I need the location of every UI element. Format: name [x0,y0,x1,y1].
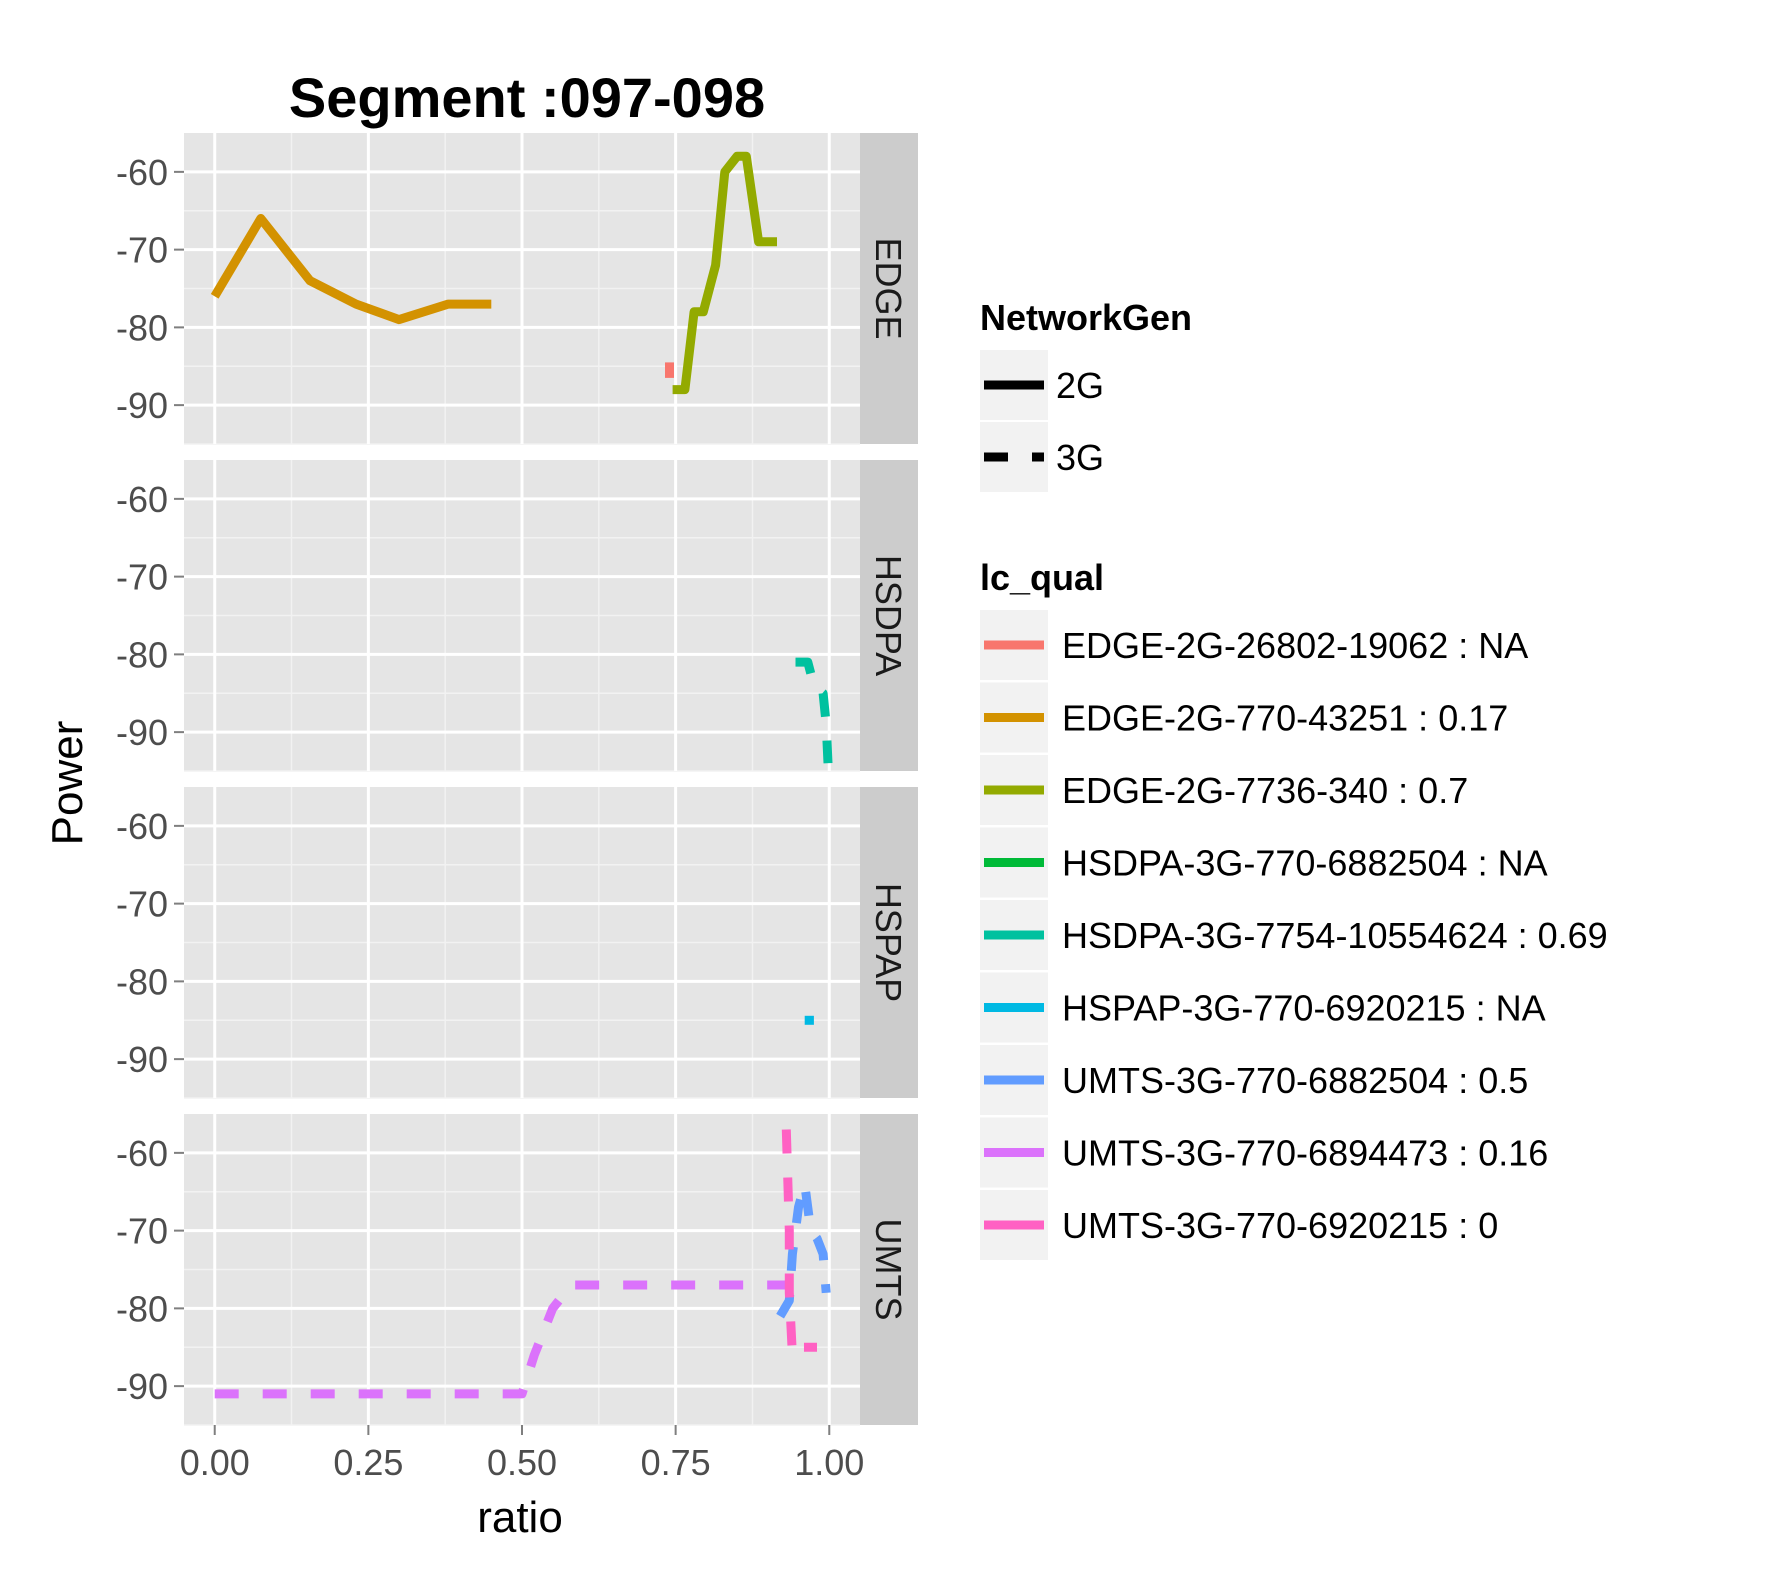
facet-panels: -60-70-80-90EDGE-60-70-80-90HSDPA-60-70-… [116,133,918,1426]
legend-networkgen: NetworkGen 2G 3G [980,297,1192,492]
y-tick-label: -80 [116,307,168,348]
legend-label: EDGE-2G-7736-340 : 0.7 [1062,770,1468,811]
series-line-umts-3g-770-6920215-0 [781,1129,817,1360]
legend-label: UMTS-3G-770-6920215 : 0 [1062,1205,1498,1246]
chart-title: Segment :097-098 [289,66,765,129]
x-axis: 0.00 0.25 0.50 0.75 1.00 [180,1425,864,1483]
facet-strip [860,1114,918,1425]
facet-strip [860,460,918,771]
panel-umts: -60 -70 -80 -90 UMTS [116,1114,918,1426]
legends: NetworkGen 2G 3G lc_qual EDGE-2G-26802-19062… [980,297,1608,1260]
series-line-hsdpa-3g-7754-10554624-0-69 [795,657,833,764]
legend-item-umts-3g-770-6882504-0-5: UMTS-3G-770-6882504 : 0.5 [980,1045,1528,1115]
y-tick-label: -70 [116,230,168,271]
y-tick-label: -80 [116,634,168,675]
y-tick-label: -60 [116,152,168,193]
x-tick-label: 1.00 [794,1442,864,1483]
y-tick-label: -60 [116,1133,168,1174]
legend-title: lc_qual [980,557,1104,598]
facet-strip-label: EDGE [868,237,909,339]
x-tick-label: 0.50 [487,1442,557,1483]
x-axis-title: ratio [477,1493,563,1542]
legend-lc-qual: lc_qual EDGE-2G-26802-19062 : NA EDGE-2G-7… [980,557,1608,1260]
legend-item-umts-3g-770-6894473-0-16: UMTS-3G-770-6894473 : 0.16 [980,1117,1548,1188]
panel-hsdpa: -60 -70 -80 -90 HSDPA [116,460,918,772]
legend-item-hsdpa-3g-7754-10554624-0-69: HSDPA-3G-7754-10554624 : 0.69 [980,900,1608,970]
y-tick-label: -90 [116,385,168,426]
legend-item-edge-2g-7736-340-0-7: EDGE-2G-7736-340 : 0.7 [980,755,1468,825]
legend-item-hsdpa-3g-770-6882504-na: HSDPA-3G-770-6882504 : NA [980,827,1548,898]
y-tick-label: -70 [116,557,168,598]
legend-item-3g: 3G [980,422,1104,492]
panel-hspap: -60 -70 -80 -90 HSPAP [116,787,918,1099]
y-tick-label: -70 [116,884,168,925]
y-tick-label: -70 [116,1211,168,1252]
legend-title: NetworkGen [980,297,1192,338]
legend-label: HSDPA-3G-770-6882504 : NA [1062,843,1548,884]
x-tick-label: 0.00 [180,1442,250,1483]
y-tick-label: -80 [116,961,168,1002]
legend-label: EDGE-2G-770-43251 : 0.17 [1062,698,1508,739]
y-tick-label: -90 [116,1366,168,1407]
x-tick-label: 0.75 [641,1442,711,1483]
y-tick-label: -90 [116,1039,168,1080]
legend-label: HSDPA-3G-7754-10554624 : 0.69 [1062,915,1608,956]
legend-item-umts-3g-770-6920215-0: UMTS-3G-770-6920215 : 0 [980,1190,1498,1260]
legend-item-edge-2g-770-43251-0-17: EDGE-2G-770-43251 : 0.17 [980,682,1508,753]
legend-label: 2G [1056,365,1104,406]
y-tick-label: -80 [116,1288,168,1329]
legend-label: HSPAP-3G-770-6920215 : NA [1062,988,1546,1029]
facet-strip-label: UMTS [868,1219,909,1321]
series-line-edge-2g-7736-340-0-7 [672,151,777,395]
facet-strip [860,787,918,1098]
series-line-umts-3g-770-6894473-0-16 [214,1280,787,1399]
legend-label: UMTS-3G-770-6894473 : 0.16 [1062,1133,1548,1174]
legend-item-edge-2g-26802-19062-na: EDGE-2G-26802-19062 : NA [980,610,1528,680]
legend-item-hspap-3g-770-6920215-na: HSPAP-3G-770-6920215 : NA [980,972,1546,1043]
facet-strip [860,133,918,444]
facet-strip-label: HSDPA [868,555,909,676]
series-line-edge-2g-770-43251-0-17 [210,214,492,325]
y-axis-title: Power [43,721,92,846]
x-tick-label: 0.25 [333,1442,403,1483]
legend-label: UMTS-3G-770-6882504 : 0.5 [1062,1060,1528,1101]
legend-item-2g: 2G [980,350,1104,420]
y-tick-label: -60 [116,806,168,847]
series-line-umts-3g-770-6882504-0-5 [776,1179,831,1319]
legend-label: EDGE-2G-26802-19062 : NA [1062,625,1528,666]
facet-strip-label: HSPAP [868,883,909,1002]
y-tick-label: -60 [116,479,168,520]
y-tick-label: -90 [116,712,168,753]
legend-label: 3G [1056,437,1104,478]
panel-edge: -60 -70 -80 -90 EDGE [116,133,918,445]
